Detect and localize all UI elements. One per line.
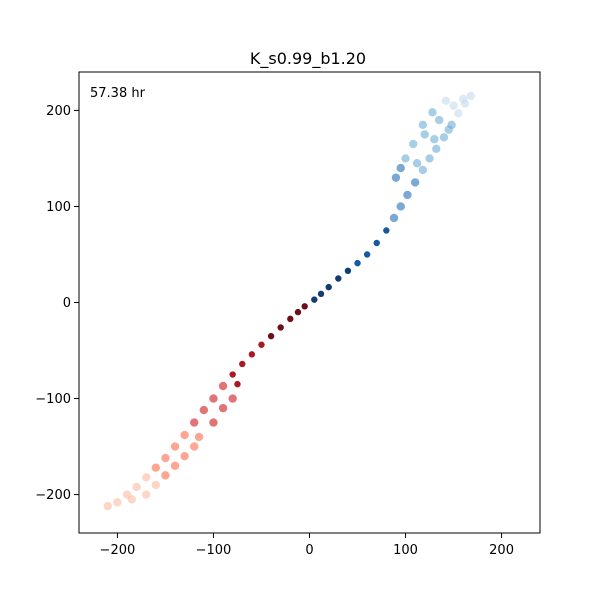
blue-data-point — [403, 190, 412, 200]
blue-data-point — [444, 125, 453, 134]
red-data-point — [103, 501, 113, 511]
blue-data-point — [432, 144, 441, 154]
time-annotation: 57.38 hr — [90, 86, 146, 101]
blue-data-point — [311, 296, 318, 303]
blue-data-point — [441, 96, 451, 106]
blue-data-point — [430, 135, 439, 144]
x-tick-label: 0 — [305, 543, 313, 558]
blue-data-point — [391, 173, 401, 182]
red-data-point — [209, 394, 218, 403]
blue-data-point — [396, 202, 405, 211]
red-data-point — [170, 442, 180, 451]
y-tick-label: −100 — [35, 392, 71, 407]
blue-data-point — [373, 239, 380, 247]
blue-data-point — [363, 251, 371, 258]
blue-data-point — [389, 213, 399, 223]
blue-data-point — [425, 154, 434, 163]
red-data-point — [142, 490, 151, 499]
blue-data-point — [458, 94, 468, 104]
blue-data-point — [383, 227, 390, 234]
red-data-point — [199, 405, 209, 415]
x-tick-label: −200 — [100, 543, 136, 558]
x-tick-label: 200 — [489, 543, 514, 558]
red-data-point — [258, 341, 265, 348]
x-tick-label: −100 — [196, 543, 232, 558]
blue-data-point — [409, 139, 418, 149]
red-data-point — [151, 463, 161, 472]
red-data-point — [127, 495, 137, 504]
axes-frame — [78, 71, 541, 534]
red-data-point — [287, 315, 294, 323]
red-data-point — [113, 498, 122, 507]
red-data-point — [170, 461, 180, 470]
red-data-point — [151, 480, 161, 490]
blue-data-point — [439, 133, 449, 142]
red-data-point — [190, 418, 199, 427]
blue-data-point — [454, 109, 463, 118]
y-tick-label: 200 — [46, 104, 71, 119]
axis-ticks: −200 −100 0 100 200 −200 −100 0 100 200 — [35, 104, 514, 558]
red-data-point — [267, 332, 275, 340]
blue-data-point — [335, 275, 342, 282]
blue-data-point — [401, 154, 410, 163]
blue-data-point — [410, 178, 420, 187]
plot-area — [103, 91, 476, 511]
red-data-point — [132, 482, 141, 492]
blue-data-point — [449, 101, 458, 110]
red-data-point — [209, 418, 218, 427]
blue-data-point — [344, 267, 352, 275]
red-data-point — [301, 303, 308, 310]
red-data-point — [180, 451, 189, 461]
blue-data-point — [317, 290, 325, 298]
y-tick-label: 0 — [63, 296, 71, 311]
blue-data-point — [418, 120, 428, 130]
blue-data-point — [412, 159, 422, 168]
x-tick-label: 100 — [393, 543, 418, 558]
blue-data-point — [434, 115, 444, 125]
blue-data-point — [428, 108, 437, 117]
y-tick-label: −200 — [35, 488, 71, 503]
red-data-point — [234, 380, 241, 388]
blue-data-point — [420, 130, 429, 139]
red-data-point — [239, 360, 246, 368]
blue-data-point — [466, 91, 476, 101]
blue-data-point — [325, 283, 332, 291]
red-data-point — [228, 394, 237, 403]
red-data-point — [229, 371, 236, 378]
y-tick-label: 100 — [46, 200, 71, 215]
blue-data-point — [418, 165, 428, 175]
red-data-point — [277, 324, 284, 331]
chart-title: K_s0.99_b1.20 — [250, 49, 366, 69]
red-data-point — [190, 442, 199, 451]
red-data-point — [142, 473, 151, 482]
blue-data-point — [354, 259, 361, 267]
red-data-point — [180, 430, 189, 440]
red-data-point — [248, 351, 256, 358]
red-data-point — [161, 471, 170, 480]
red-data-point — [294, 308, 302, 316]
red-data-point — [218, 403, 228, 413]
red-data-point — [218, 381, 228, 391]
red-data-point — [161, 453, 170, 463]
red-data-point — [194, 432, 204, 442]
blue-data-point — [396, 163, 405, 173]
